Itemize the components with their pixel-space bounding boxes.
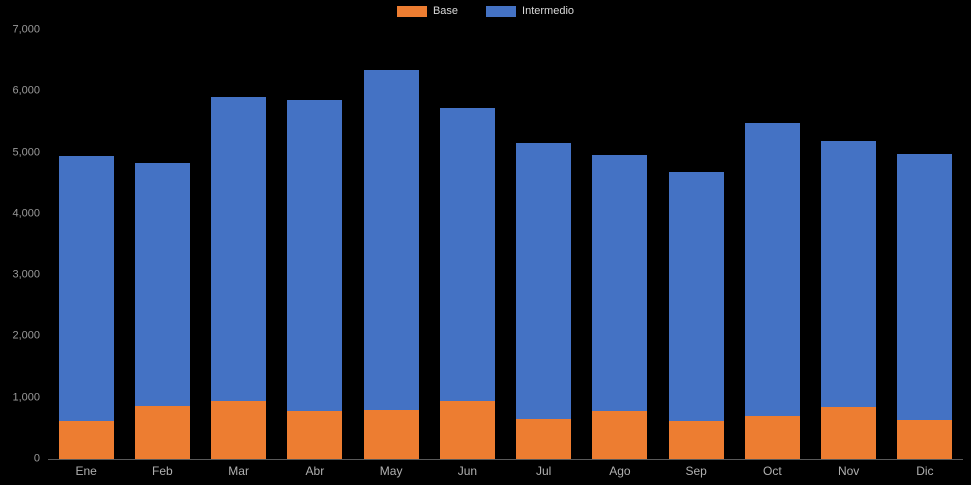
y-tick-label: 0 <box>33 452 40 465</box>
stacked-bar <box>744 122 800 459</box>
bar-column-jul <box>506 30 582 459</box>
bars-area <box>48 30 963 459</box>
x-axis-label: Nov <box>837 464 860 478</box>
segment-intermedio <box>363 69 419 410</box>
segment-intermedio <box>439 108 495 401</box>
bar-column-sep <box>658 30 734 459</box>
y-tick-label: 7,000 <box>12 23 40 36</box>
segment-intermedio <box>744 122 800 417</box>
plot-area: 0 1,000 2,000 3,000 4,000 5,000 6,000 7,000 Ene… <box>12 24 963 477</box>
stacked-bar <box>58 155 114 459</box>
legend-swatch <box>396 6 427 17</box>
y-tick-label: 2,000 <box>12 329 40 342</box>
y-tick-label: 1,000 <box>12 391 40 404</box>
stacked-bar <box>439 108 495 459</box>
x-axis-label: Jun <box>457 464 478 478</box>
stacked-bar <box>897 154 953 459</box>
x-axis: Ene Feb Mar Abr May Jun Jul Ago Sep Oct Nov Dic <box>48 459 963 477</box>
bar-column-nov <box>811 30 887 459</box>
segment-intermedio <box>592 155 648 412</box>
chart-legend: Base Intermedio <box>0 6 971 17</box>
legend-item-intermedio: Intermedio <box>486 6 574 17</box>
y-tick-label: 3,000 <box>12 268 40 281</box>
stacked-bar <box>211 97 267 459</box>
x-axis-label: Oct <box>763 464 782 478</box>
segment-base <box>287 411 343 459</box>
y-tick-label: 5,000 <box>12 146 40 159</box>
bar-column-may <box>353 30 429 459</box>
segment-base <box>821 406 877 459</box>
x-axis-label: Ene <box>75 464 97 478</box>
segment-base <box>134 406 190 459</box>
bar-column-ago <box>582 30 658 459</box>
legend-swatch <box>486 6 517 17</box>
stacked-bar <box>134 163 190 459</box>
bar-column-dic <box>887 30 963 459</box>
segment-intermedio <box>516 143 572 419</box>
segment-base <box>668 421 724 459</box>
x-axis-label: Feb <box>152 464 173 478</box>
stacked-bar <box>363 69 419 459</box>
segment-intermedio <box>668 171 724 421</box>
segment-intermedio <box>134 163 190 407</box>
legend-item-base: Base <box>396 5 459 17</box>
segment-base <box>592 411 648 459</box>
segment-base <box>211 400 267 459</box>
bar-column-abr <box>277 30 353 459</box>
bar-column-mar <box>201 30 277 459</box>
segment-intermedio <box>821 140 877 407</box>
bar-column-oct <box>734 30 810 459</box>
stacked-bar <box>592 155 648 459</box>
segment-intermedio <box>211 97 267 401</box>
stacked-bar <box>516 143 572 459</box>
x-axis-label: Abr <box>305 464 325 478</box>
segment-base <box>744 416 800 459</box>
segment-intermedio <box>287 99 343 412</box>
y-tick-label: 4,000 <box>12 207 40 220</box>
x-axis-label: Jul <box>535 464 552 478</box>
stacked-bar <box>821 140 877 459</box>
segment-base <box>439 400 495 459</box>
segment-intermedio <box>897 154 953 420</box>
x-axis-label: Ago <box>609 464 631 478</box>
segment-base <box>58 421 114 459</box>
x-axis-label: May <box>379 464 403 478</box>
legend-label: Base <box>432 5 459 17</box>
y-tick-label: 6,000 <box>12 84 40 97</box>
stacked-bar <box>668 171 724 459</box>
x-axis-label: Dic <box>916 464 934 478</box>
bar-column-ene <box>48 30 124 459</box>
segment-intermedio <box>58 155 114 421</box>
segment-base <box>897 419 953 459</box>
bar-column-feb <box>124 30 200 459</box>
x-axis-label: Sep <box>685 464 707 478</box>
x-axis-label: Mar <box>228 464 249 478</box>
segment-base <box>516 418 572 459</box>
stacked-bar <box>287 99 343 459</box>
segment-base <box>363 409 419 459</box>
legend-label: Intermedio <box>522 5 575 17</box>
bar-column-jun <box>429 30 505 459</box>
